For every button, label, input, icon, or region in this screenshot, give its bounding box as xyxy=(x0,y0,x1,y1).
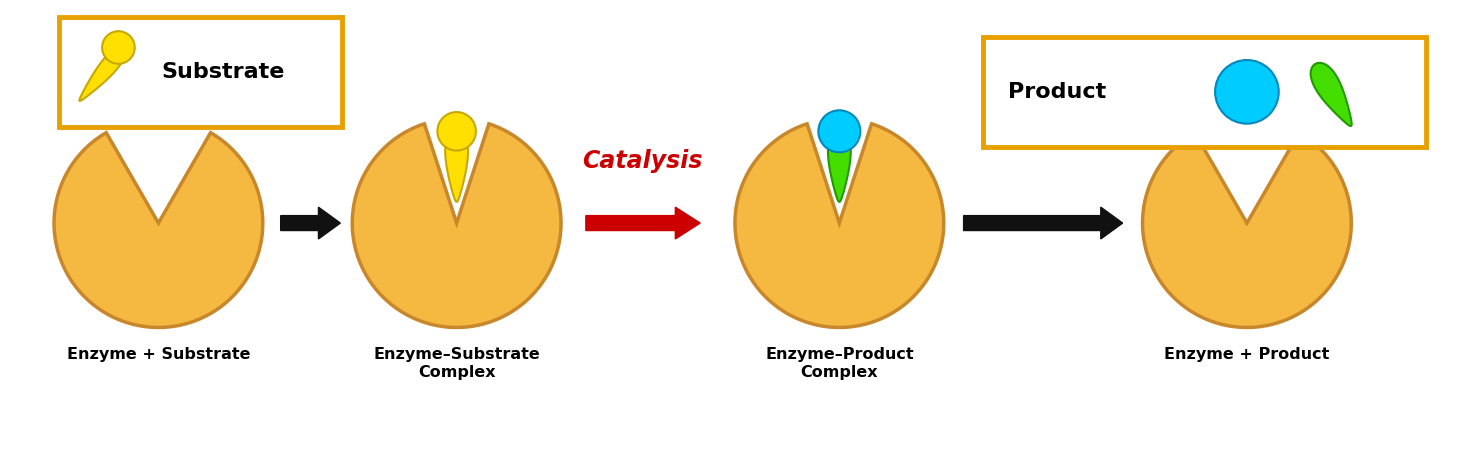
Polygon shape xyxy=(1310,63,1351,126)
FancyArrow shape xyxy=(587,207,700,239)
Circle shape xyxy=(1215,60,1278,124)
Polygon shape xyxy=(827,128,851,202)
Text: Substrate: Substrate xyxy=(162,62,285,82)
Text: Product: Product xyxy=(1008,82,1106,102)
Polygon shape xyxy=(735,124,944,328)
FancyBboxPatch shape xyxy=(58,17,343,127)
Circle shape xyxy=(438,112,476,151)
Polygon shape xyxy=(54,132,263,328)
Text: Enzyme + Product: Enzyme + Product xyxy=(1164,347,1329,362)
Circle shape xyxy=(818,110,861,152)
Circle shape xyxy=(102,31,134,64)
Polygon shape xyxy=(1142,132,1351,328)
Polygon shape xyxy=(352,124,562,328)
Text: Enzyme–Product
Complex: Enzyme–Product Complex xyxy=(765,347,913,380)
Polygon shape xyxy=(445,128,468,202)
Text: Enzyme–Substrate
Complex: Enzyme–Substrate Complex xyxy=(374,347,540,380)
Text: Enzyme + Substrate: Enzyme + Substrate xyxy=(67,347,249,362)
Text: Catalysis: Catalysis xyxy=(582,149,703,173)
FancyArrow shape xyxy=(280,207,340,239)
FancyBboxPatch shape xyxy=(983,37,1425,146)
Polygon shape xyxy=(79,47,125,101)
FancyArrow shape xyxy=(963,207,1122,239)
